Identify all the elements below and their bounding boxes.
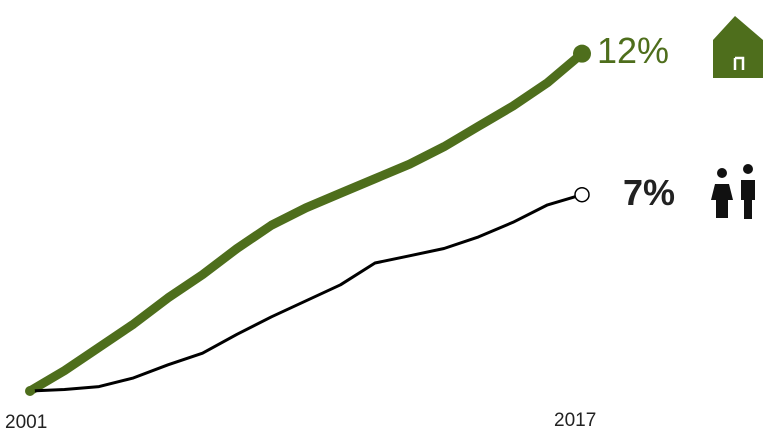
people-icon	[711, 164, 755, 219]
series-end-label-population: 7%	[623, 172, 675, 213]
marker-layer	[25, 44, 591, 396]
series-end-marker-housing	[573, 44, 591, 63]
series-line-housing	[25, 49, 587, 396]
house-icon	[713, 16, 763, 78]
series-layer	[25, 49, 587, 396]
series-end-marker-population	[574, 186, 590, 203]
series-start-marker	[25, 386, 35, 396]
series-end-label-housing: 12%	[597, 30, 669, 71]
x-tick-label-end: 2017	[554, 410, 596, 431]
x-tick-label-start: 2001	[5, 412, 47, 432]
series-line-population	[28, 193, 584, 393]
